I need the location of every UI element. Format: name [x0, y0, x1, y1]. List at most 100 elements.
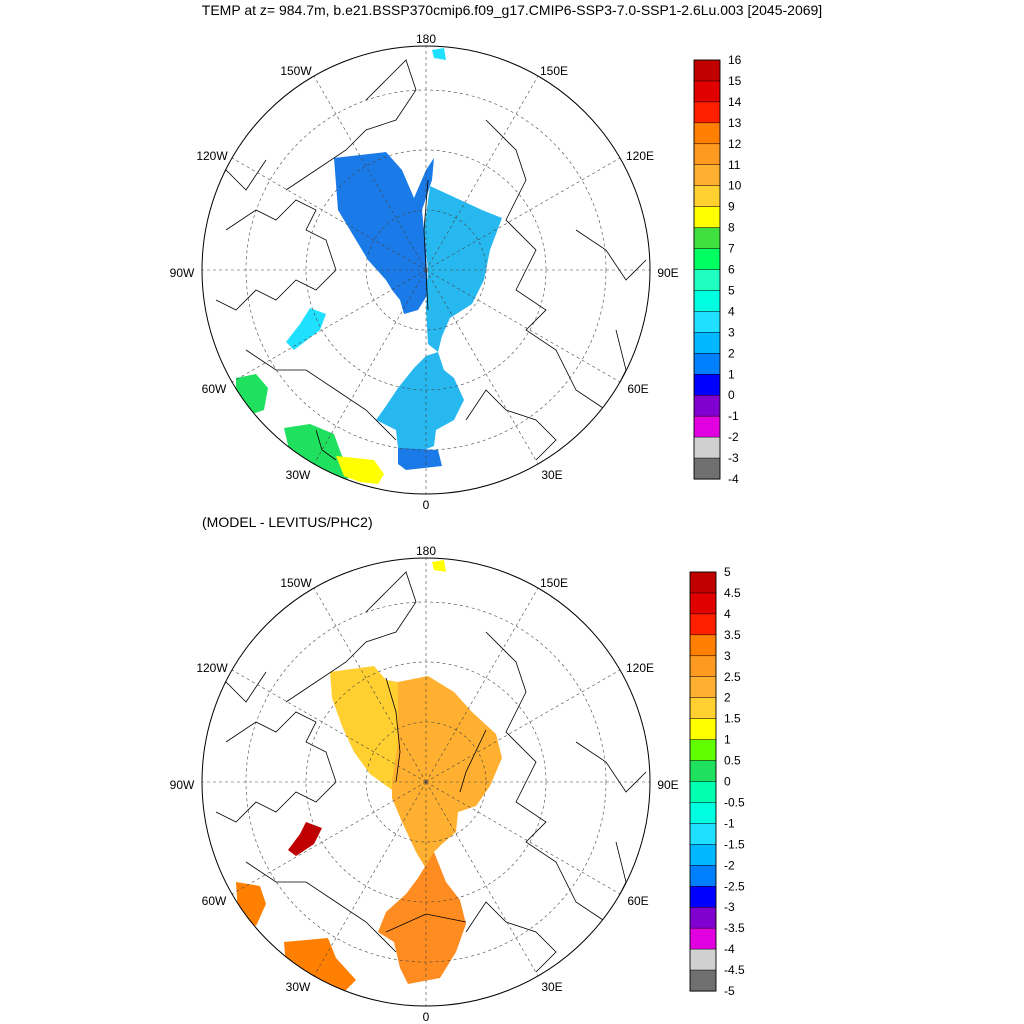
colorbar-swatch — [689, 823, 717, 845]
colorbar-tick-label: -4 — [728, 472, 739, 486]
meridian-line — [231, 781, 427, 895]
diff-subtitle: (MODEL - LEVITUS/PHC2) — [202, 514, 373, 530]
colorbar-tick-label: 12 — [728, 137, 742, 151]
region-norwegian-sea-edge — [398, 448, 442, 470]
colorbar-swatch — [689, 613, 717, 636]
contour-line — [315, 429, 337, 461]
colorbar-swatch — [693, 80, 721, 103]
colorbar-tick-label: 8 — [728, 221, 735, 235]
colorbar-swatch — [689, 571, 717, 594]
region-baffin-bay — [288, 822, 322, 856]
coastline — [215, 199, 337, 311]
colorbar-swatch — [693, 394, 721, 417]
longitude-label: 120E — [626, 661, 654, 675]
meridian-line — [425, 587, 539, 783]
longitude-label: 180 — [416, 544, 436, 558]
colorbar-swatch — [693, 290, 721, 312]
longitude-label: 150W — [280, 64, 312, 78]
meridian-line — [425, 781, 621, 895]
longitude-label: 90E — [657, 778, 678, 792]
longitude-label: 150W — [280, 576, 312, 590]
colorbar-tick-label: -4.5 — [724, 963, 745, 977]
colorbar-tick-label: 3.5 — [724, 628, 741, 642]
colorbar-swatch — [693, 311, 721, 333]
longitude-label: 180 — [416, 32, 436, 46]
map-boundary — [201, 557, 651, 1007]
coastline — [485, 631, 627, 923]
colorbar-tick-label: 0 — [724, 775, 731, 789]
colorbar-swatch — [689, 886, 717, 908]
longitude-label: 30E — [541, 468, 562, 482]
polar-map-1: 180 150E 120E 90E 60E 30E 0 30W 60W 90W 120W 150W — [170, 32, 679, 512]
colorbar-swatch — [689, 927, 717, 950]
colorbar-tick-label: 13 — [728, 116, 742, 130]
coastline — [465, 901, 557, 973]
contour-line — [385, 677, 401, 783]
colorbar-swatch — [689, 718, 717, 741]
colorbar-swatch — [689, 634, 717, 657]
colorbar-tick-label: 0 — [728, 388, 735, 402]
colorbar-frame — [693, 59, 721, 480]
meridian-line — [425, 157, 621, 271]
colorbar-swatch — [689, 802, 717, 824]
coastline — [210, 159, 267, 191]
colorbar-swatch — [693, 269, 721, 291]
region-ne-atlantic — [336, 456, 384, 484]
colorbar-tick-label: 14 — [728, 95, 742, 109]
colorbar-swatch — [689, 781, 717, 803]
region-iceland-basin — [284, 938, 356, 996]
region-canada-basin — [334, 152, 434, 314]
colorbar-swatch — [693, 206, 721, 229]
longitude-label: 30W — [286, 980, 311, 994]
colorbar-swatch — [693, 164, 721, 187]
polar-map-2: 180 150E 120E 90E 60E 30E 0 30W 60W 90W 120W 150W — [170, 544, 679, 1024]
meridian-line — [313, 75, 427, 271]
meridian-line — [425, 269, 621, 383]
longitude-label: 60W — [202, 382, 227, 396]
colorbar-swatch — [689, 844, 717, 866]
colorbar-tick-label: 11 — [728, 158, 741, 172]
region-baffin-bay — [286, 308, 326, 350]
colorbar-swatch — [693, 374, 721, 396]
colorbar-tick-label: 4.5 — [724, 586, 741, 600]
colorbar-tick-label: 7 — [728, 242, 735, 256]
region-iceland-basin — [284, 424, 356, 482]
coastline — [245, 861, 397, 953]
longitude-label: 60E — [627, 382, 648, 396]
colorbar-swatch — [689, 906, 717, 929]
meridian-line — [425, 75, 539, 271]
colorbar-tick-label: -3 — [724, 900, 735, 914]
colorbar-tick-label: 2 — [728, 346, 735, 360]
longitude-label: 30E — [541, 980, 562, 994]
longitude-label: 120E — [626, 149, 654, 163]
colorbar-tick-label: -1 — [728, 409, 739, 423]
colorbar-tick-label: -3 — [728, 451, 739, 465]
colorbar-swatch — [693, 436, 721, 459]
colorbar-swatch — [693, 457, 721, 480]
coastline — [575, 229, 647, 281]
colorbar-tick-label: 16 — [728, 53, 742, 67]
coastline — [245, 349, 397, 441]
contour-line — [459, 729, 487, 793]
region-bering-patch — [432, 560, 446, 572]
colorbar-tick-label: -2 — [728, 430, 739, 444]
colorbar-swatch — [693, 143, 721, 166]
meridian-line — [313, 269, 427, 465]
colorbar-tick-label: 0.5 — [724, 754, 741, 768]
colorbar-swatch — [689, 592, 717, 615]
meridian-line — [425, 781, 539, 977]
coastline — [215, 711, 337, 823]
colorbar-tick-label: -2.5 — [724, 879, 745, 893]
coastline — [465, 389, 557, 461]
region-canada-basin — [330, 666, 402, 790]
colorbar-swatch — [693, 353, 721, 375]
region-eurasian-basin — [392, 676, 502, 872]
colorbar-swatch — [693, 415, 721, 438]
colorbar-swatch — [689, 676, 717, 699]
colorbar-frame — [689, 571, 717, 992]
colorbar-tick-label: -3.5 — [724, 921, 745, 935]
colorbar-tick-label: -1.5 — [724, 837, 745, 851]
meridian-line — [231, 157, 427, 271]
colorbar-tick-label: 10 — [728, 179, 742, 193]
